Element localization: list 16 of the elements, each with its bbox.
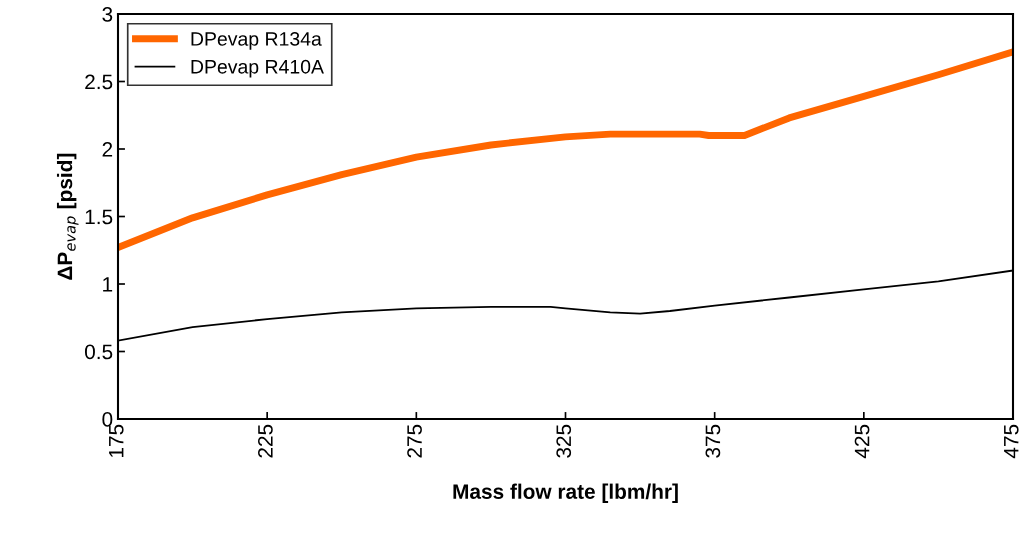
x-tick-label: 475: [1004, 424, 1019, 459]
y-tick-label: 2.5: [85, 74, 113, 90]
x-tick-label: 225: [258, 424, 273, 458]
x-axis-title: Mass flow rate [lbm/hr]: [453, 483, 678, 504]
legend-label: DPevap R410A: [191, 59, 324, 78]
y-tick-label: 1.5: [85, 209, 113, 225]
x-tick-label: 425: [854, 424, 870, 459]
legend-label: DPevap R134a: [191, 32, 322, 50]
y-axis-title: ΔP$_{evap}$ [psid]: [56, 153, 79, 280]
x-tick-label: 375: [705, 424, 721, 458]
x-tick-label: 325: [556, 424, 572, 458]
y-tick-label: 2: [102, 142, 113, 157]
y-tick-label: 3: [102, 7, 113, 22]
x-tick-label: 275: [407, 424, 422, 458]
y-tick-label: 1: [103, 277, 113, 292]
y-tick-label: 0.5: [84, 344, 113, 360]
